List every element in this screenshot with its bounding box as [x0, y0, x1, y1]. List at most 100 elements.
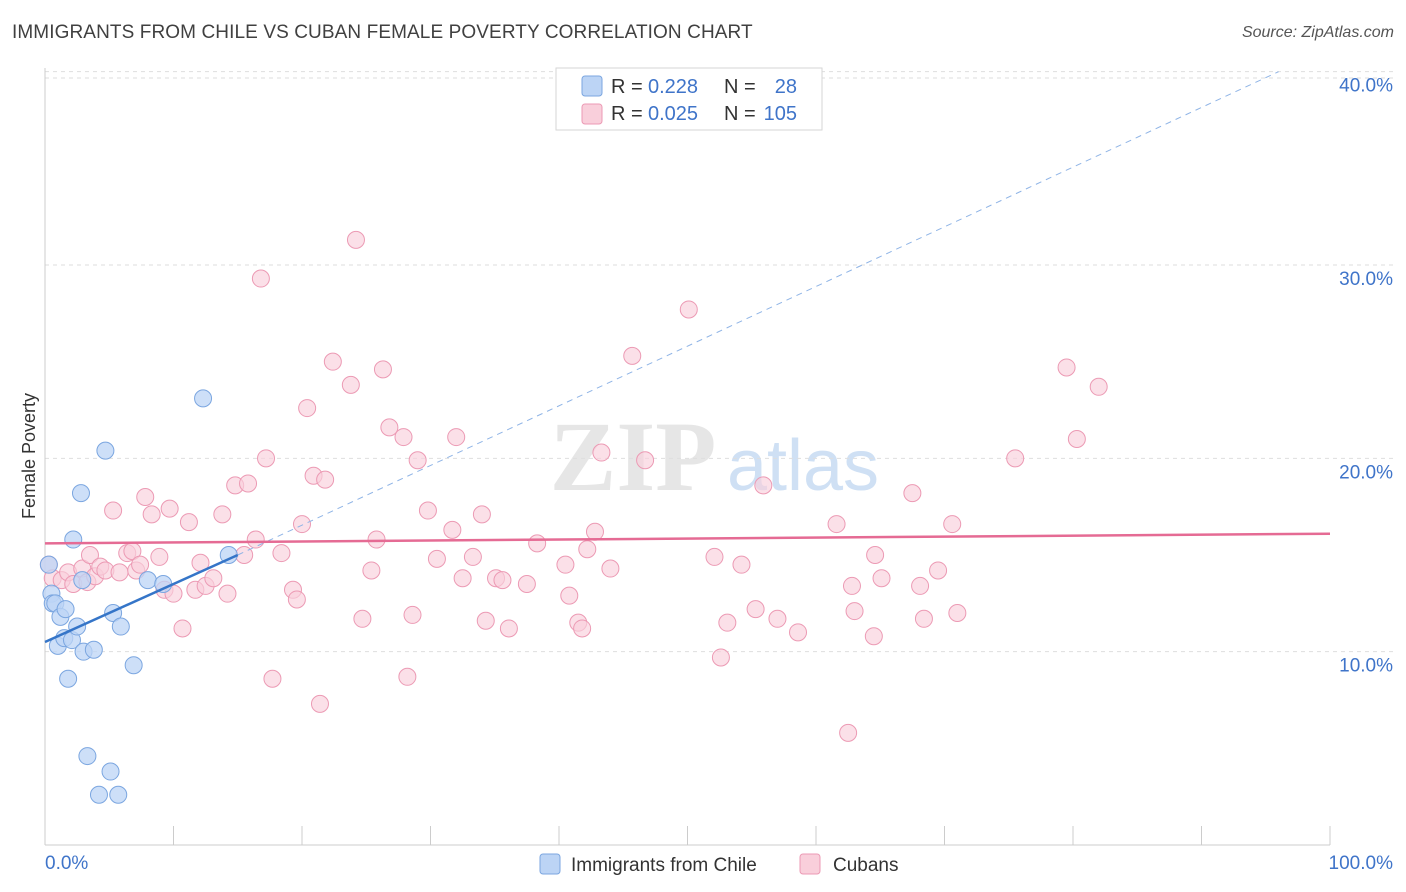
legend-r-label: R =: [611, 76, 643, 98]
legend-swatch-cuba: [581, 103, 603, 125]
trend-lines: [44, 71, 1331, 644]
data-point-cuba: [110, 563, 129, 582]
data-point-cuba: [463, 547, 482, 566]
legend-n-label: N =: [724, 76, 756, 98]
data-point-cuba: [585, 522, 604, 541]
data-point-cuba: [131, 555, 150, 574]
data-point-chile: [138, 571, 157, 590]
data-point-chile: [73, 571, 92, 590]
legend-label-chile: Immigrants from Chile: [571, 855, 757, 876]
data-point-cuba: [493, 571, 512, 590]
data-point-cuba: [872, 569, 891, 588]
data-point-cuba: [293, 515, 311, 534]
data-point-cuba: [341, 375, 360, 394]
data-point-cuba: [239, 474, 258, 493]
data-point-cuba: [1067, 430, 1086, 448]
data-point-cuba: [403, 605, 422, 624]
data-point-cuba: [517, 575, 536, 593]
data-point-cuba: [746, 600, 765, 619]
series-legend: Immigrants from Chile Cubans: [539, 853, 899, 876]
data-point-cuba: [623, 346, 642, 365]
data-point-cuba: [443, 520, 462, 539]
data-point-cuba: [213, 505, 232, 524]
data-point-cuba: [476, 611, 495, 630]
data-point-cuba: [80, 546, 99, 564]
data-point-chile: [78, 747, 97, 766]
data-point-cuba: [353, 609, 372, 628]
data-point-cuba: [408, 451, 427, 470]
x-tick-label-max: 100.0%: [1329, 853, 1394, 874]
y-tick-label: 30.0%: [1339, 269, 1393, 290]
data-point-cuba: [528, 534, 547, 553]
data-point-cuba: [394, 428, 413, 447]
data-point-cuba: [204, 569, 223, 588]
data-point-cuba: [929, 561, 948, 580]
chart-title: IMMIGRANTS FROM CHILE VS CUBAN FEMALE PO…: [12, 22, 753, 43]
data-point-chile: [39, 555, 58, 574]
data-point-cuba: [839, 723, 858, 742]
data-point-chile: [59, 669, 78, 688]
data-point-cuba: [453, 569, 472, 588]
data-point-cuba: [601, 559, 620, 578]
y-tick-labels: 10.0% 20.0% 30.0% 40.0%: [1339, 76, 1393, 677]
data-point-cuba: [373, 360, 392, 379]
data-point-cuba: [948, 604, 967, 622]
data-point-cuba: [323, 352, 342, 371]
data-point-cuba: [499, 619, 518, 638]
data-point-chile: [56, 600, 75, 619]
data-point-cuba: [943, 515, 962, 534]
trend-line-chile: [44, 553, 239, 644]
data-point-cuba: [362, 561, 381, 580]
data-point-chile: [109, 785, 128, 804]
series-cubans: [39, 230, 1108, 742]
data-point-chile: [194, 389, 213, 408]
trend-line-chile-extended: [237, 71, 1279, 556]
data-point-cuba: [711, 648, 730, 667]
data-point-cuba: [263, 669, 282, 688]
trend-line-cuba: [44, 532, 1331, 545]
x-ticks: [44, 826, 1331, 845]
data-point-cuba: [142, 505, 161, 524]
data-point-cuba: [864, 627, 883, 646]
data-point-cuba: [150, 547, 169, 566]
data-point-cuba: [398, 667, 417, 686]
data-point-cuba: [578, 540, 597, 559]
data-point-chile: [64, 530, 83, 549]
data-point-cuba: [104, 501, 123, 520]
data-point-cuba: [903, 484, 922, 503]
data-point-cuba: [845, 602, 864, 621]
watermark-zip: ZIP: [550, 401, 717, 512]
data-point-chile: [89, 785, 108, 804]
data-point-cuba: [160, 499, 179, 518]
data-point-chile: [111, 617, 130, 636]
series-immigrants-from-chile: [39, 389, 238, 804]
y-tick-label: 40.0%: [1339, 76, 1393, 97]
legend-swatch-chile-bottom: [539, 853, 561, 875]
data-point-cuba: [346, 230, 365, 249]
data-point-chile: [96, 441, 115, 460]
data-point-cuba: [472, 505, 491, 524]
data-point-cuba: [556, 555, 575, 574]
legend-swatch-chile: [581, 75, 603, 97]
data-point-cuba: [754, 476, 773, 495]
data-point-cuba: [1089, 377, 1108, 396]
legend-chile-n: 28: [775, 76, 797, 98]
data-point-cuba: [827, 515, 846, 534]
data-point-cuba: [718, 613, 737, 632]
data-point-cuba: [789, 623, 808, 642]
data-point-cuba: [842, 576, 861, 595]
data-point-cuba: [560, 586, 579, 605]
source-credit: Source: ZipAtlas.com: [1241, 24, 1394, 41]
data-point-cuba: [298, 399, 317, 418]
data-point-cuba: [768, 609, 787, 628]
data-point-cuba: [914, 609, 933, 628]
data-point-cuba: [257, 449, 276, 468]
data-point-cuba: [173, 619, 192, 638]
data-point-cuba: [310, 694, 329, 713]
correlation-legend: R = 0.228 N = 28 R = 0.025 N = 105: [555, 67, 823, 131]
data-point-cuba: [272, 544, 291, 563]
data-point-cuba: [866, 546, 885, 564]
data-point-cuba: [218, 584, 237, 603]
data-point-cuba: [246, 530, 265, 549]
y-tick-label: 20.0%: [1339, 462, 1393, 483]
